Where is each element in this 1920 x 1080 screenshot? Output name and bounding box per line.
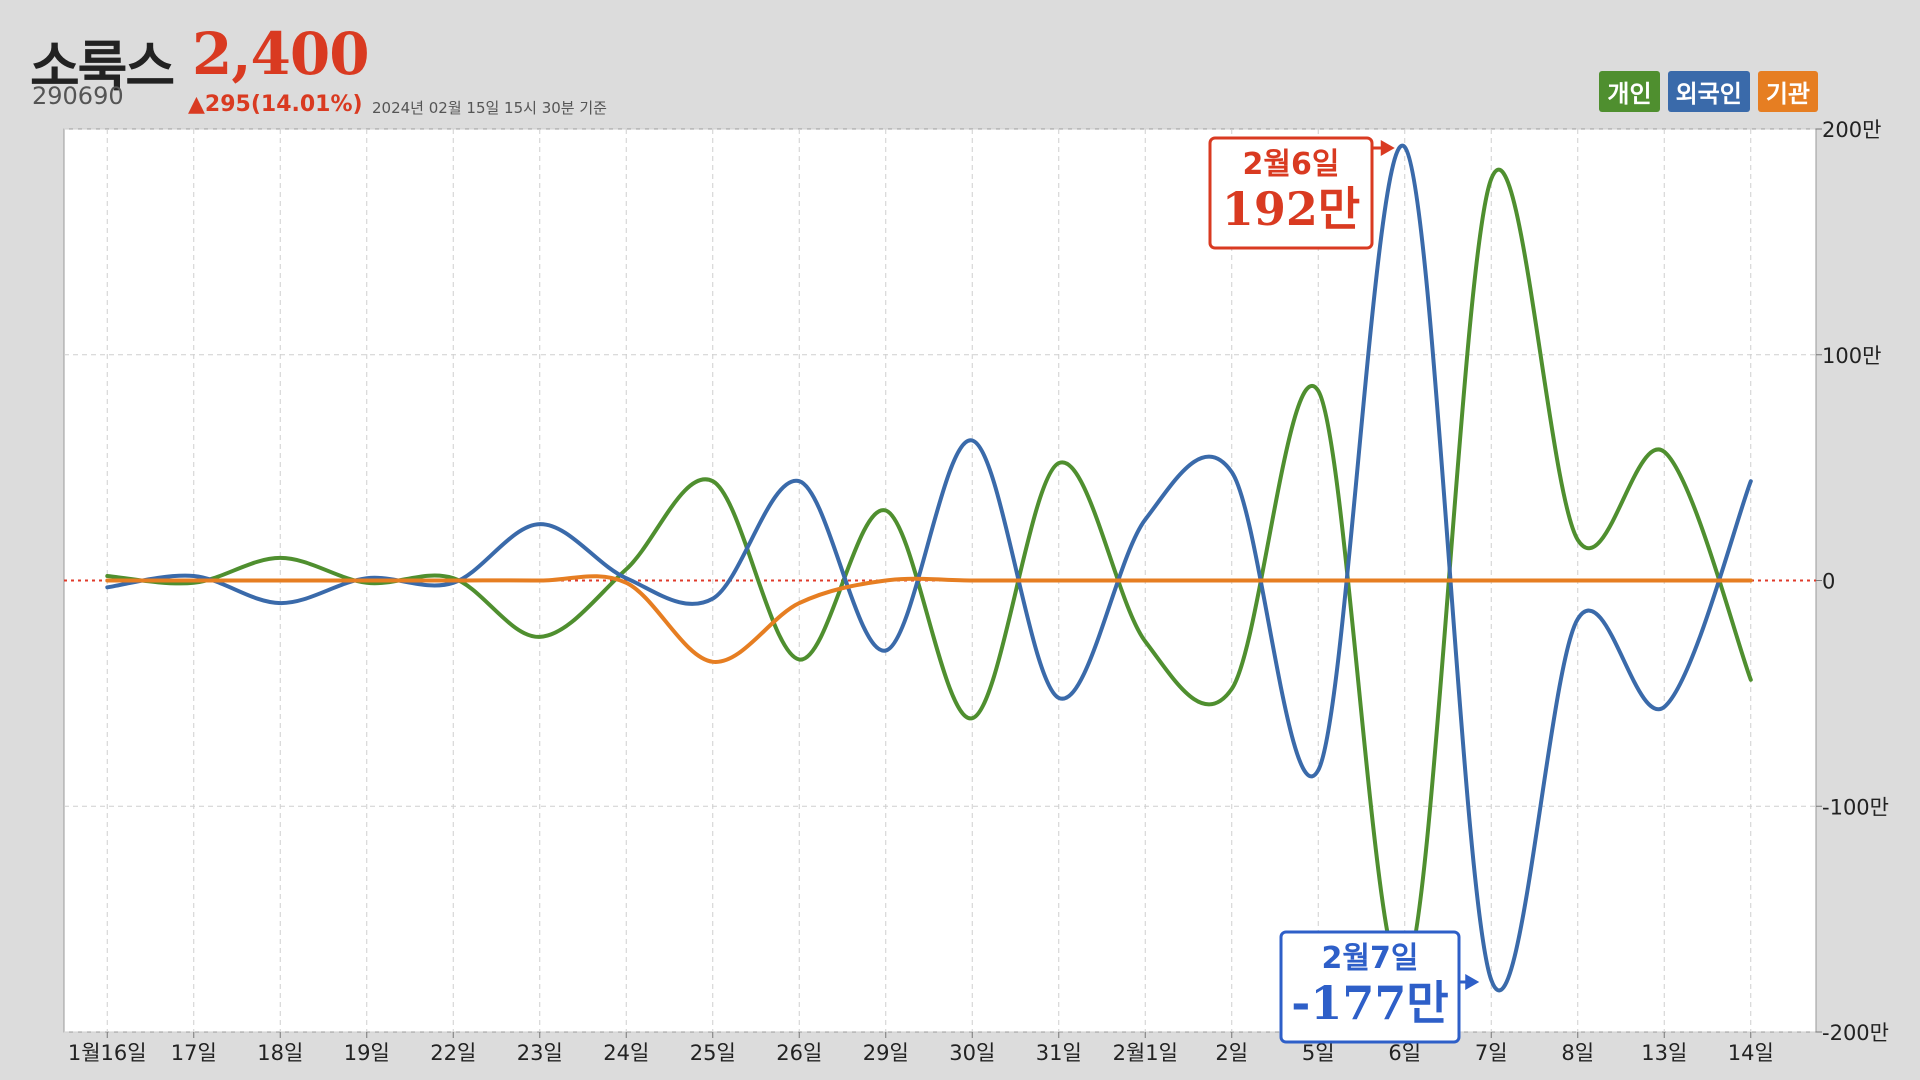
- x-tick-label: 22일: [430, 1041, 476, 1065]
- x-tick-label: 5일: [1302, 1041, 1335, 1065]
- series-individual-line: [105, 167, 1753, 980]
- x-tick-label: 23일: [517, 1041, 563, 1065]
- y-tick-label: 0: [1822, 570, 1835, 594]
- x-tick-label: 31일: [1036, 1041, 1082, 1065]
- x-tick-label: 14일: [1728, 1041, 1774, 1065]
- y-tick-label: 100만: [1822, 344, 1881, 368]
- x-tick-label: 8일: [1561, 1041, 1594, 1065]
- x-tick-label: 17일: [171, 1041, 217, 1065]
- y-tick-label: 200만: [1822, 118, 1881, 142]
- stock-name: 소룩스: [30, 35, 175, 98]
- x-tick-label: 25일: [690, 1041, 736, 1065]
- price-change: ▲295(14.01%): [188, 92, 363, 117]
- callout-trough-value: -177만: [1291, 976, 1448, 1030]
- legend-individual: 개인: [1599, 71, 1660, 112]
- callout-trough-box: [1279, 930, 1461, 1044]
- y-tick-label: -200만: [1822, 1021, 1889, 1045]
- x-tick-label: 1월16일: [68, 1041, 147, 1065]
- callout-trough-date: 2월7일: [1322, 941, 1419, 976]
- x-tick-label: 6일: [1388, 1041, 1421, 1065]
- x-tick-label: 26일: [776, 1041, 822, 1065]
- x-tick-label: 18일: [257, 1041, 303, 1065]
- legend-foreign: 외국인: [1667, 71, 1750, 112]
- stock-code: 290690: [32, 82, 124, 110]
- callout-peak-value: 192만: [1222, 182, 1360, 236]
- timestamp: 2024년 02월 15일 15시 30분 기준: [372, 99, 607, 117]
- x-tick-label: 13일: [1641, 1041, 1687, 1065]
- callout-peak-box: [1208, 136, 1374, 250]
- x-tick-label: 7일: [1475, 1041, 1508, 1065]
- y-tick-label: -100만: [1822, 795, 1889, 819]
- callout-peak-date: 2월6일: [1243, 147, 1340, 182]
- x-tick-label: 30일: [949, 1041, 995, 1065]
- stock-price: 2,400: [192, 20, 370, 88]
- x-tick-label: 2월1일: [1113, 1041, 1178, 1065]
- x-tick-label: 19일: [344, 1041, 390, 1065]
- legend-institution: 기관: [1757, 71, 1818, 112]
- series-institution-line: [105, 574, 1753, 664]
- x-tick-label: 29일: [863, 1041, 909, 1065]
- series-foreign-line: [105, 143, 1753, 993]
- legend: 개인 외국인 기관: [1591, 71, 1818, 112]
- callout-peak-arrow-head: [1380, 140, 1395, 156]
- x-tick-label: 24일: [603, 1041, 649, 1065]
- x-tick-label: 2일: [1215, 1041, 1248, 1065]
- callout-trough-arrow-head: [1465, 974, 1480, 990]
